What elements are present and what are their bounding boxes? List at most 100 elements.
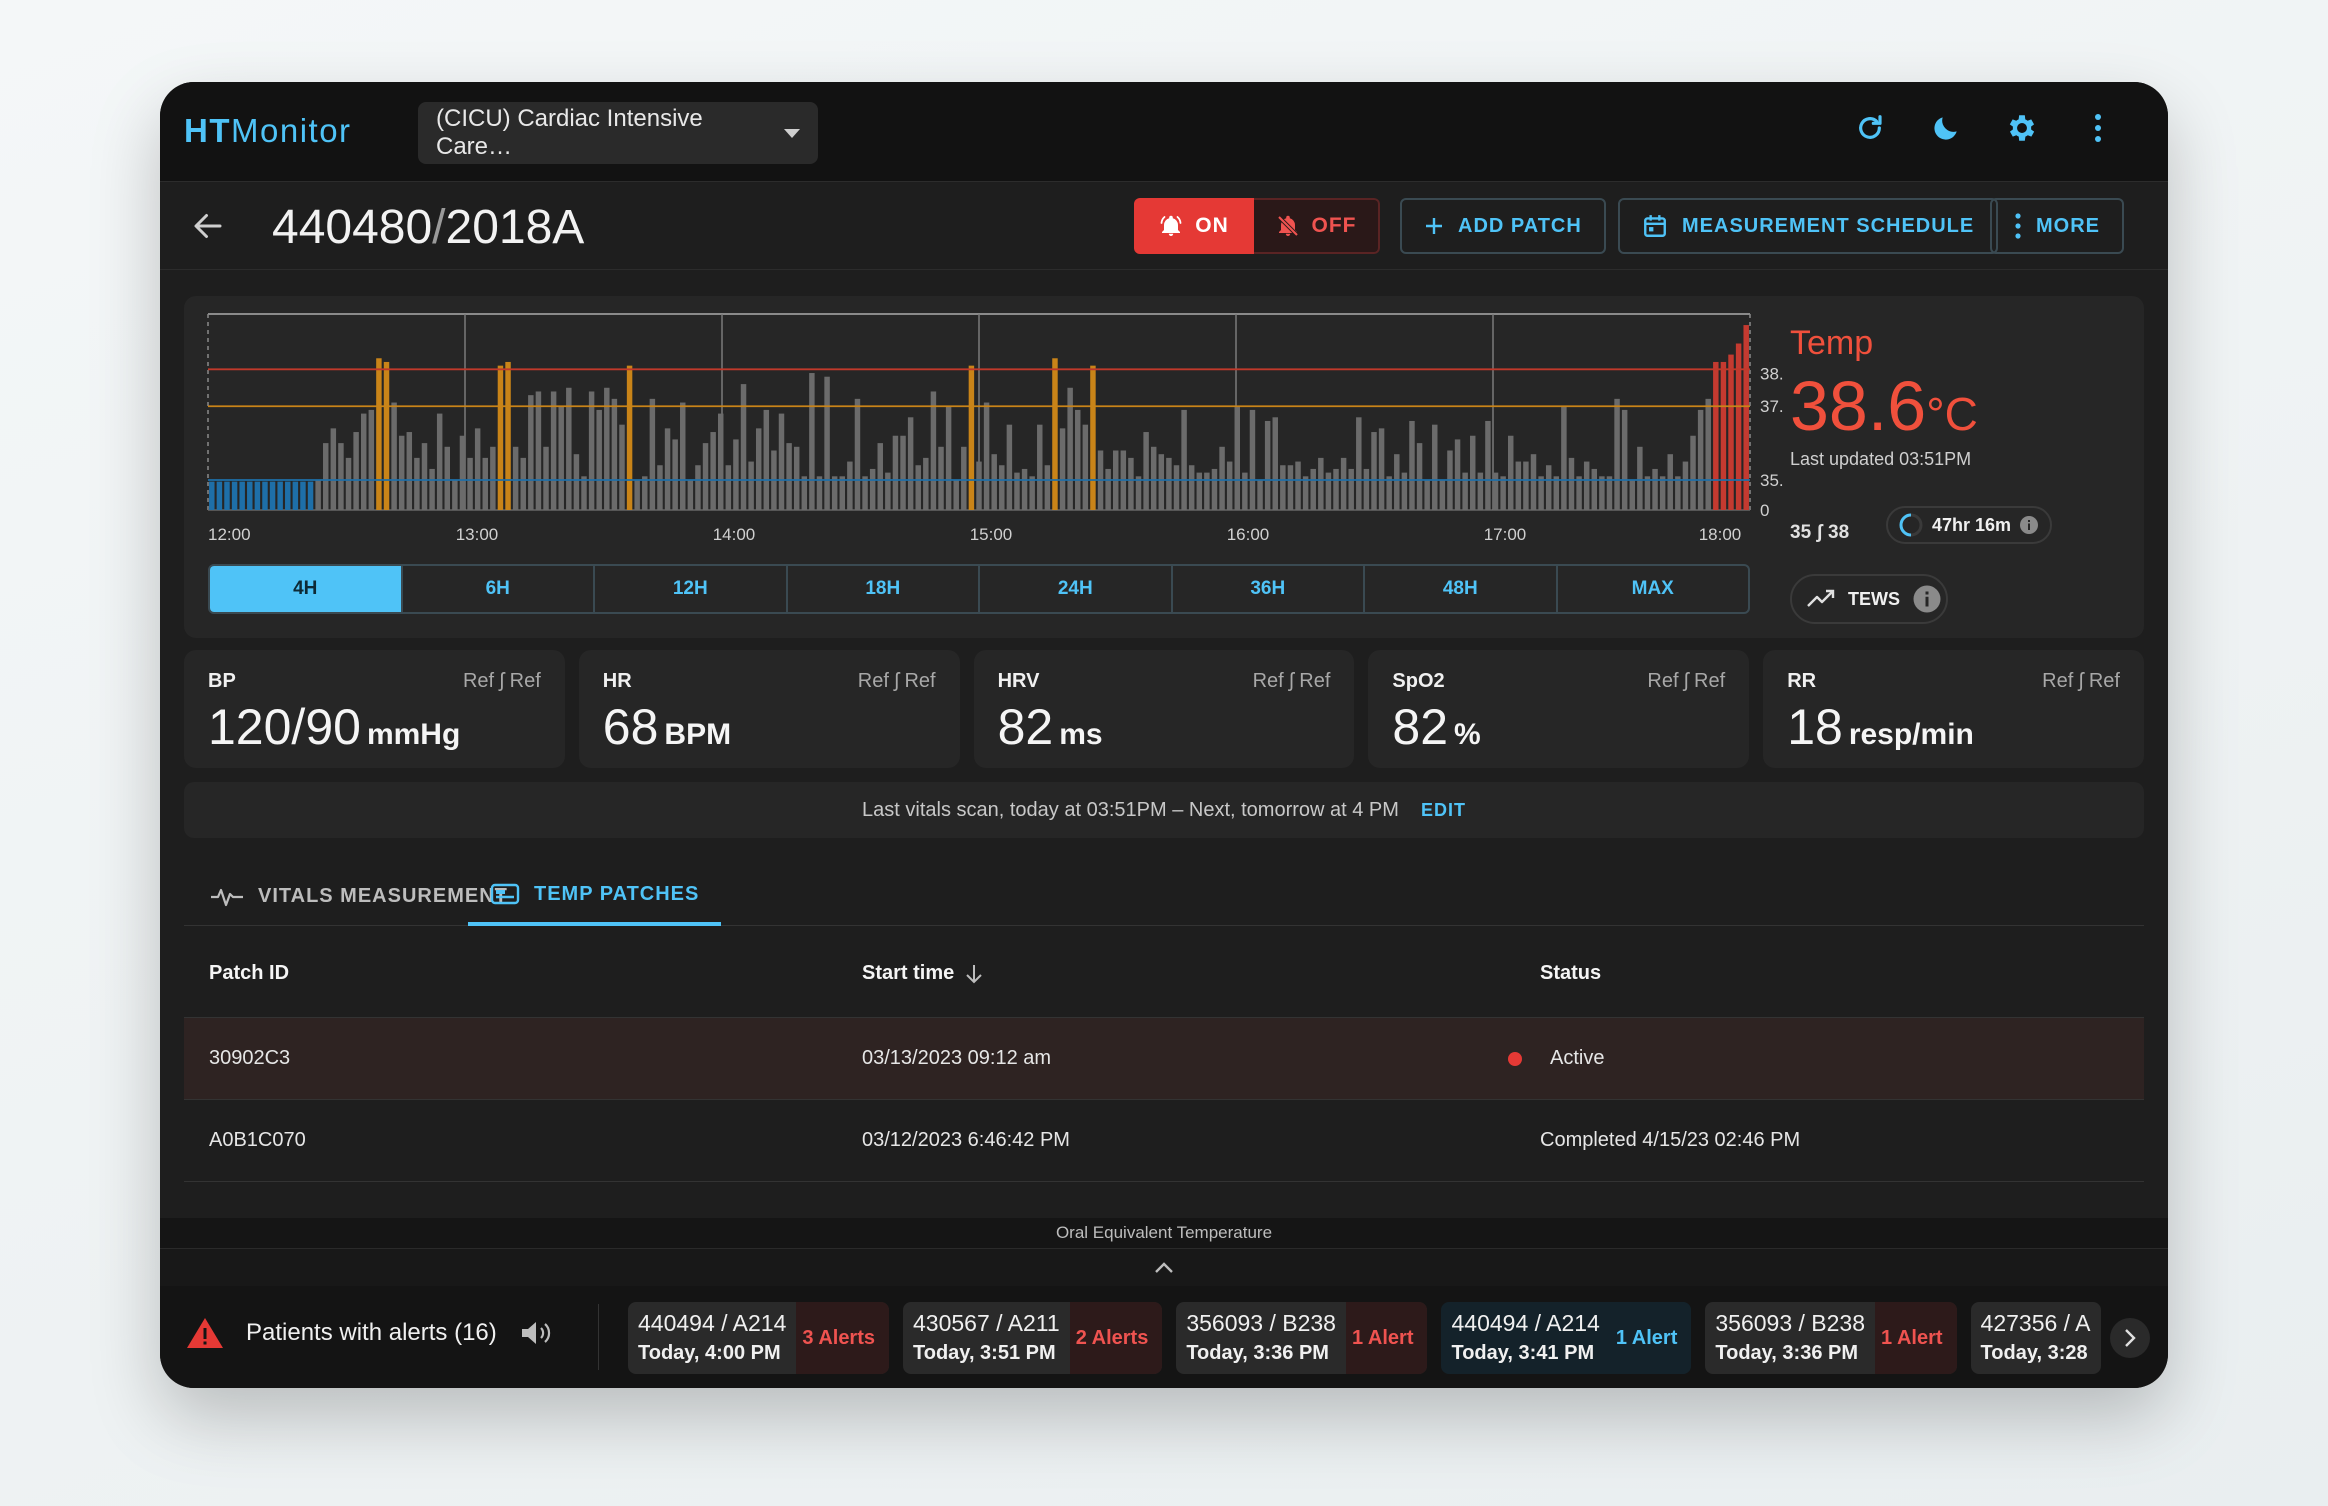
temp-bar — [588, 391, 595, 510]
column-header-patch-id[interactable]: Patch ID — [209, 962, 290, 984]
temp-bar — [1439, 480, 1446, 510]
vital-card-rr[interactable]: RR Ref ʃ Ref 18 resp/min — [1763, 650, 2144, 768]
vital-card-bp[interactable]: BP Ref ʃ Ref 120/90 mmHg — [184, 650, 565, 768]
table-row[interactable]: 30902C3 03/13/2023 09:12 am Active — [184, 1018, 2144, 1100]
chart-caption: Oral Equivalent Temperature — [160, 1218, 2168, 1248]
range-tab-36h[interactable]: 36H — [1173, 566, 1365, 612]
temp-bar — [1583, 461, 1590, 510]
speaker-icon[interactable] — [519, 1318, 553, 1348]
range-tab-18h[interactable]: 18H — [788, 566, 980, 612]
x-tick-label: 17:00 — [1484, 525, 1527, 544]
temp-bar — [983, 402, 990, 510]
alert-time: Today, 3:36 PM — [1715, 1342, 1859, 1364]
tab-temp-patches[interactable]: TEMP PATCHES — [468, 866, 722, 926]
temp-bar — [391, 402, 397, 510]
alert-chip[interactable]: 356093 / B238 Today, 3:36 PM 1 Alert — [1176, 1302, 1428, 1374]
temp-bar — [277, 481, 283, 510]
temp-bar — [467, 457, 473, 510]
refresh-icon[interactable] — [1852, 110, 1888, 146]
edit-schedule-link[interactable]: EDIT — [1420, 799, 1466, 820]
temp-bar — [1720, 361, 1727, 510]
patch-timer-chip[interactable]: 47hr 16m — [1886, 506, 2052, 544]
app-logo[interactable]: HTMonitor — [184, 112, 352, 150]
dark-mode-icon[interactable] — [1928, 110, 1964, 146]
range-tab-48h[interactable]: 48H — [1365, 566, 1558, 612]
tab-vitals-measurement[interactable]: VITALS MEASUREMENT — [210, 866, 508, 926]
temp-bar — [1659, 476, 1666, 510]
temp-bar — [1394, 454, 1400, 510]
range-tab-max[interactable]: MAX — [1631, 578, 1674, 599]
temp-bar — [809, 373, 815, 510]
temp-bar — [550, 391, 557, 510]
temp-bar — [1492, 472, 1499, 510]
range-tab-24h[interactable]: 24H — [980, 566, 1173, 612]
alarm-off-label: OFF — [1311, 214, 1357, 237]
temp-bar — [1728, 354, 1734, 510]
temp-bar — [1386, 476, 1392, 510]
temp-bar — [1424, 480, 1430, 510]
alerts-expand-toggle[interactable] — [160, 1248, 2168, 1286]
back-arrow-icon[interactable] — [190, 208, 226, 244]
temp-bar — [1629, 480, 1635, 510]
temp-bar — [1014, 472, 1020, 510]
alert-chip-info: 440494 / A214 Today, 4:00 PM — [628, 1302, 796, 1374]
tews-button[interactable]: TEWS — [1790, 574, 1948, 624]
temp-bar — [1568, 457, 1575, 510]
vital-number: 68 — [602, 699, 659, 755]
temp-bar — [786, 443, 792, 510]
temp-bar — [801, 476, 808, 510]
detail-tabs: VITALS MEASUREMENT TEMP PATCHES — [184, 866, 2144, 926]
vital-name: RR — [1787, 670, 1817, 692]
temp-bar — [961, 446, 967, 510]
temp-bar — [1485, 420, 1491, 510]
temp-bar — [702, 443, 709, 510]
temp-bar — [869, 468, 876, 510]
kebab-menu-icon[interactable] — [2080, 110, 2116, 146]
table-row[interactable]: A0B1C070 03/12/2023 6:46:42 PM Completed… — [184, 1100, 2144, 1182]
temp-bar — [376, 358, 382, 510]
cell-status: Completed 4/15/23 02:46 PM — [1540, 1129, 1801, 1151]
temp-bar — [581, 476, 587, 510]
bell-off-icon — [1277, 215, 1298, 237]
vital-name: HRV — [997, 670, 1040, 692]
unit-selector[interactable]: (CICU) Cardiac Intensive Care… — [418, 102, 818, 164]
alert-chip[interactable]: 430567 / A211 Today, 3:51 PM 2 Alerts — [903, 1302, 1163, 1374]
alert-chip[interactable]: 356093 / B238 Today, 3:36 PM 1 Alert — [1705, 1302, 1957, 1374]
temp-bar — [1743, 325, 1749, 510]
vital-unit: resp/min — [1848, 718, 1974, 751]
temp-bar — [1090, 365, 1096, 510]
temp-bar — [1470, 435, 1476, 510]
vital-value: 82% — [1392, 698, 1480, 756]
alert-chip[interactable]: 427356 / A Today, 3:28 — [1970, 1302, 2101, 1374]
range-tab-4h[interactable]: 4H — [210, 566, 403, 612]
temp-bar — [626, 365, 633, 510]
measurement-schedule-button[interactable]: MEASUREMENT SCHEDULE — [1618, 198, 1999, 254]
vital-card-spo2[interactable]: SpO2 Ref ʃ Ref 82% — [1368, 650, 1750, 768]
temp-threshold-range: 35 ʃ 38 — [1790, 522, 1850, 543]
more-button[interactable]: MORE — [1990, 198, 2124, 254]
column-header-start-time[interactable]: Start time — [862, 930, 984, 1017]
column-header-status[interactable]: Status — [1540, 962, 1602, 984]
alert-chip[interactable]: 440494 / A214 Today, 3:41 PM 1 Alert — [1441, 1302, 1692, 1374]
kebab-icon — [2015, 213, 2021, 239]
scroll-next-button[interactable] — [2110, 1318, 2150, 1358]
temp-bar — [1082, 424, 1089, 510]
x-tick-label: 14:00 — [713, 525, 756, 544]
range-tab-6h[interactable]: 6H — [403, 566, 595, 612]
alert-chip[interactable]: 440494 / A214 Today, 4:00 PM 3 Alerts — [628, 1302, 890, 1374]
vital-value: 120/90 mmHg — [208, 698, 460, 756]
range-tab-12h[interactable]: 12H — [595, 566, 788, 612]
vital-card-hr[interactable]: HR Ref ʃ Ref 68 BPM — [578, 650, 960, 768]
alert-time: Today, 4:00 PM — [638, 1342, 781, 1364]
alarm-on-button[interactable]: ON — [1134, 198, 1254, 254]
add-patch-button[interactable]: ADD PATCH — [1400, 198, 1606, 254]
temp-bar — [1477, 472, 1484, 510]
temp-bar — [216, 481, 223, 510]
temp-bar — [414, 457, 420, 510]
settings-icon[interactable] — [2004, 110, 2040, 146]
alerts-title: Patients with alerts (16) — [246, 1319, 497, 1346]
temp-bar — [1576, 476, 1582, 510]
alarm-off-button[interactable]: OFF — [1254, 198, 1380, 254]
vital-card-hrv[interactable]: HRV Ref ʃ Ref 82 ms — [973, 650, 1355, 768]
temperature-bar-chart[interactable]: 12:00 13:00 14:00 15:00 16:00 17:00 18:00 38.5 3… — [184, 296, 1784, 556]
